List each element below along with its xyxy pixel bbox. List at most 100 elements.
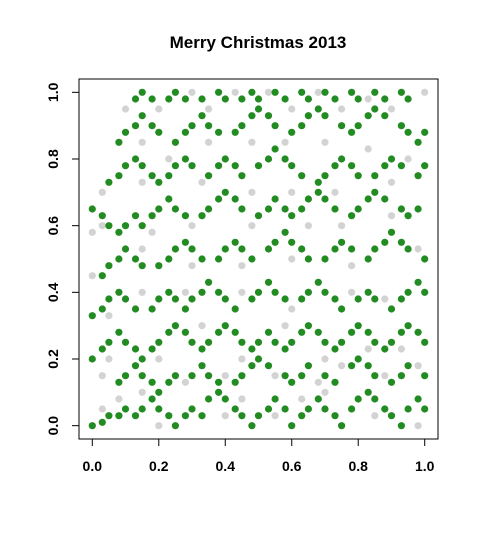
data-point bbox=[198, 255, 206, 263]
data-point bbox=[121, 338, 130, 346]
data-point bbox=[354, 355, 362, 363]
data-point bbox=[387, 155, 396, 163]
data-point bbox=[231, 162, 239, 170]
data-point bbox=[248, 188, 256, 196]
data-point bbox=[348, 405, 356, 413]
data-point bbox=[304, 255, 312, 263]
data-point bbox=[348, 128, 356, 136]
data-point bbox=[188, 338, 196, 346]
data-point bbox=[248, 112, 256, 120]
data-point bbox=[188, 88, 196, 96]
data-point bbox=[381, 238, 389, 246]
data-point bbox=[298, 205, 306, 213]
data-point bbox=[88, 312, 96, 320]
data-point bbox=[115, 288, 123, 296]
data-point bbox=[198, 112, 206, 120]
data-point bbox=[138, 138, 146, 146]
data-point bbox=[188, 122, 196, 130]
data-point bbox=[404, 245, 412, 253]
data-point bbox=[238, 355, 246, 363]
data-point bbox=[321, 288, 329, 296]
data-point bbox=[321, 172, 329, 180]
data-point bbox=[88, 422, 96, 430]
data-point bbox=[348, 88, 356, 96]
data-point bbox=[338, 338, 346, 346]
data-point bbox=[248, 88, 256, 96]
data-point bbox=[404, 288, 412, 296]
data-point bbox=[288, 255, 296, 263]
data-point bbox=[381, 112, 389, 120]
data-point bbox=[165, 172, 173, 180]
data-point bbox=[98, 405, 106, 413]
data-point bbox=[421, 405, 429, 413]
data-point bbox=[138, 262, 146, 270]
data-point bbox=[171, 205, 179, 213]
data-point bbox=[198, 345, 206, 353]
x-tick-label: 0.8 bbox=[348, 458, 368, 474]
data-point bbox=[238, 395, 246, 403]
data-point bbox=[155, 405, 163, 413]
data-point bbox=[248, 138, 256, 146]
data-point bbox=[298, 328, 306, 336]
data-point bbox=[221, 322, 229, 330]
data-point bbox=[404, 362, 412, 370]
data-point bbox=[364, 112, 372, 120]
data-point bbox=[121, 105, 130, 113]
data-point bbox=[165, 255, 173, 263]
data-point bbox=[387, 378, 396, 386]
green-series bbox=[88, 88, 429, 430]
data-point bbox=[314, 105, 322, 113]
data-point bbox=[131, 155, 140, 163]
data-point bbox=[264, 328, 273, 336]
data-point bbox=[371, 245, 379, 253]
data-point bbox=[414, 328, 422, 336]
data-point bbox=[387, 212, 396, 220]
data-point bbox=[254, 162, 263, 170]
data-point bbox=[404, 322, 412, 330]
data-point bbox=[381, 95, 389, 103]
data-point bbox=[281, 95, 289, 103]
data-point bbox=[387, 338, 396, 346]
data-point bbox=[171, 422, 179, 430]
data-point bbox=[105, 338, 113, 346]
data-point bbox=[155, 422, 163, 430]
data-point bbox=[288, 338, 296, 346]
data-point bbox=[271, 195, 279, 203]
data-point bbox=[331, 95, 339, 103]
data-point bbox=[138, 162, 146, 170]
data-point bbox=[314, 178, 322, 186]
data-point bbox=[238, 372, 246, 380]
data-point bbox=[198, 212, 206, 220]
data-point bbox=[88, 272, 96, 280]
data-point bbox=[314, 278, 322, 286]
data-point bbox=[215, 378, 223, 386]
data-point bbox=[288, 212, 296, 220]
y-tick-label: 0.0 bbox=[45, 416, 61, 436]
data-point bbox=[264, 155, 273, 163]
data-point bbox=[254, 338, 263, 346]
data-point bbox=[98, 212, 106, 220]
data-point bbox=[155, 295, 163, 303]
data-point bbox=[171, 88, 179, 96]
data-point bbox=[371, 88, 379, 96]
data-point bbox=[364, 95, 372, 103]
data-point bbox=[165, 288, 173, 296]
data-point bbox=[115, 395, 123, 403]
data-point bbox=[288, 378, 296, 386]
data-point bbox=[321, 112, 329, 120]
data-point bbox=[304, 322, 312, 330]
data-point bbox=[171, 295, 179, 303]
data-point bbox=[98, 222, 106, 230]
data-point bbox=[148, 345, 156, 353]
data-point bbox=[181, 328, 189, 336]
data-point bbox=[397, 238, 405, 246]
data-point bbox=[165, 412, 173, 420]
data-point bbox=[321, 405, 329, 413]
data-point bbox=[397, 162, 405, 170]
data-point bbox=[171, 138, 179, 146]
data-point bbox=[288, 188, 296, 196]
data-point bbox=[98, 272, 106, 280]
data-point bbox=[354, 95, 362, 103]
chart-title: Merry Christmas 2013 bbox=[170, 33, 347, 52]
data-point bbox=[131, 362, 140, 370]
